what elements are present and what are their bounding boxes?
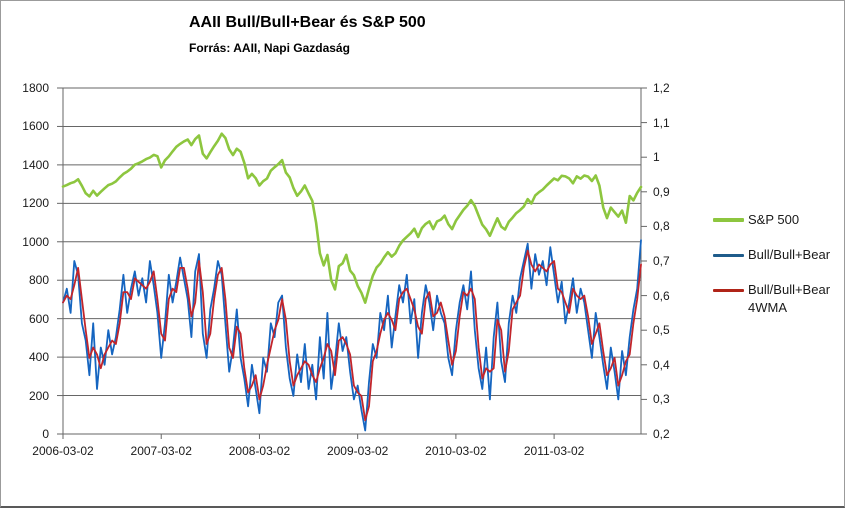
legend-item-sp500: S&P 500 xyxy=(713,211,838,229)
legend: S&P 500 Bull/Bull+Bear Bull/Bull+Bear 4W… xyxy=(713,211,838,317)
chart-title: AAII Bull/Bull+Bear és S&P 500 xyxy=(189,14,426,31)
y-right-tick-label: 1 xyxy=(653,150,660,165)
legend-swatch-bull-bullbear-line xyxy=(713,254,744,257)
legend-label-sp500: S&P 500 xyxy=(748,212,800,227)
series-line-sp500 xyxy=(61,132,643,304)
plot-area xyxy=(57,87,647,439)
y-left-tick-label: 800 xyxy=(28,273,49,288)
y-right-tick-label: 0,6 xyxy=(653,288,670,303)
y-right-tick-label: 1,2 xyxy=(653,81,670,95)
series-line-bull-bullbear-4wma xyxy=(62,249,642,422)
y-right-tick-label: 0,4 xyxy=(653,357,670,372)
chart-subtitle: Forrás: AAII, Napi Gazdaság xyxy=(189,41,350,55)
y-right-tick-label: 0,9 xyxy=(653,184,670,199)
x-tick-label: 2010-03-02 xyxy=(425,444,487,458)
y-right-tick-label: 0,8 xyxy=(653,219,670,234)
y-left-tick-label: 1400 xyxy=(22,157,49,172)
x-tick-label: 2011-03-02 xyxy=(523,444,585,458)
x-tick-label: 2006-03-02 xyxy=(32,444,94,458)
plot-svg xyxy=(57,87,647,439)
x-tick-label: 2009-03-02 xyxy=(326,444,389,458)
legend-label-bull-bullbear-4wma: Bull/Bull+Bear 4WMA xyxy=(748,282,831,315)
legend-item-bull-bullbear-4wma: Bull/Bull+Bear 4WMA xyxy=(713,281,838,317)
y-left-tick-label: 1000 xyxy=(22,234,49,249)
y-right-tick-label: 0,5 xyxy=(653,323,670,338)
y-left-tick-label: 1600 xyxy=(22,119,49,134)
series-line-bull-bullbear xyxy=(62,239,642,432)
y-left-tick-label: 0 xyxy=(42,427,49,441)
x-tick-label: 2007-03-02 xyxy=(130,444,192,458)
y-left-tick-label: 600 xyxy=(28,311,49,326)
legend-swatch-sp500-line xyxy=(713,218,744,222)
y-left-tick-label: 200 xyxy=(28,388,49,403)
y-right-tick-label: 0,2 xyxy=(653,427,670,441)
y-left-tick-label: 1800 xyxy=(22,81,49,95)
y-right-tick-label: 0,3 xyxy=(653,392,670,407)
y-right-tick-label: 0,7 xyxy=(653,254,670,268)
legend-swatch-bull-bullbear-4wma-line xyxy=(713,289,744,292)
y-left-tick-label: 400 xyxy=(28,350,49,365)
legend-item-bull-bullbear: Bull/Bull+Bear xyxy=(713,246,838,264)
y-left-tick-label: 1200 xyxy=(22,196,49,211)
y-right-tick-label: 1,1 xyxy=(653,115,670,130)
x-tick-label: 2008-03-02 xyxy=(228,444,291,458)
legend-label-bull-bullbear: Bull/Bull+Bear xyxy=(748,247,831,262)
